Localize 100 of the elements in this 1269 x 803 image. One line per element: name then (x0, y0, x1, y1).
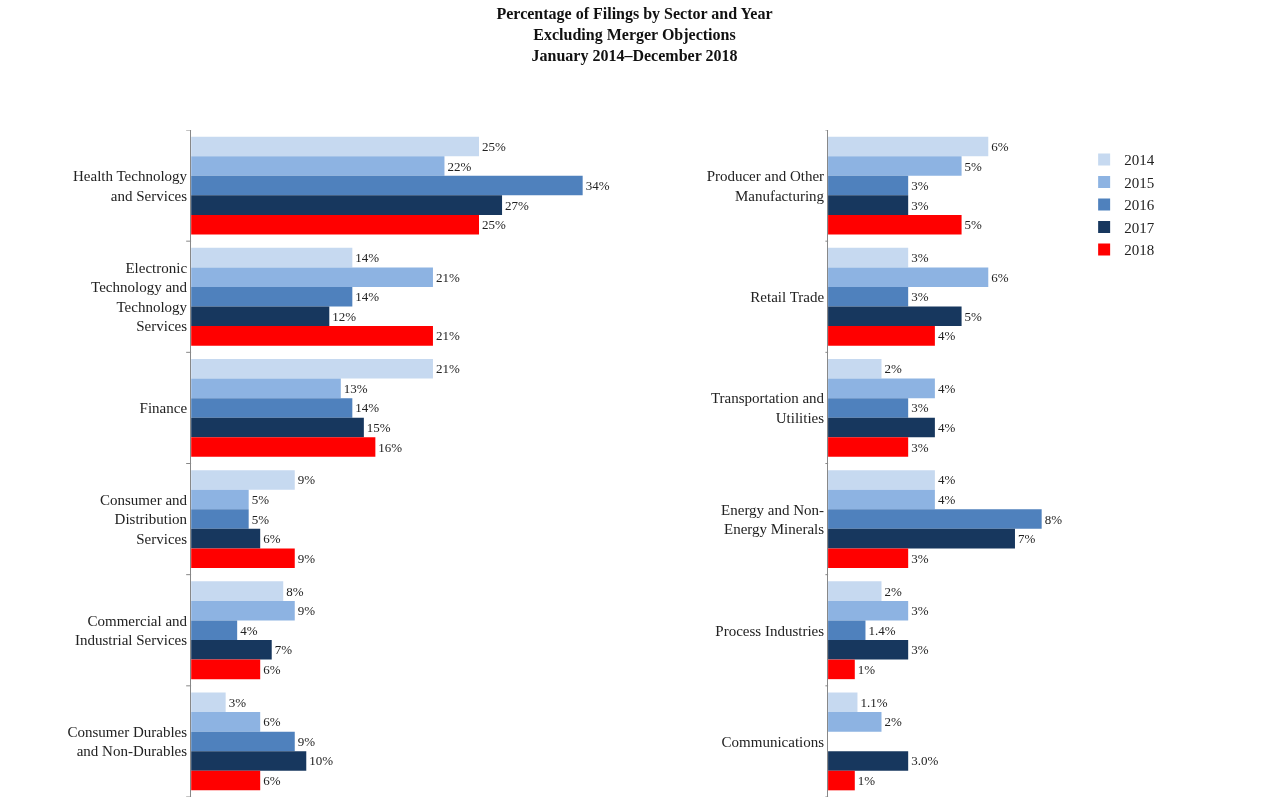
bar (828, 398, 909, 418)
y-tick-label: Energy and Non- Energy Minerals (721, 501, 825, 538)
bar (191, 528, 261, 549)
bar (191, 359, 433, 379)
data-label: 6% (991, 269, 1009, 285)
bar (828, 751, 909, 771)
bar (828, 136, 989, 157)
data-label: 9% (297, 603, 316, 619)
bar (191, 398, 353, 418)
data-label: 5% (251, 511, 270, 527)
bar (191, 326, 433, 346)
bar (191, 306, 330, 327)
bar (191, 731, 295, 752)
y-tick-label: Finance (139, 400, 188, 417)
bar (191, 175, 583, 196)
bar (191, 437, 376, 457)
bar (828, 195, 909, 215)
data-label: 1.1% (860, 694, 888, 710)
y-tick-label: Consumer Durables and Non-Durables (67, 723, 188, 760)
data-label: 6% (263, 531, 281, 547)
data-label: 3% (911, 289, 929, 305)
bar (828, 286, 909, 307)
data-label: 6% (263, 714, 281, 730)
bar (191, 156, 445, 176)
bar (191, 770, 261, 791)
data-label: 21% (435, 269, 460, 285)
bar (828, 175, 909, 196)
bar (828, 247, 909, 268)
data-label: 3% (911, 250, 929, 266)
data-label: 27% (505, 197, 530, 213)
bar (828, 640, 909, 660)
bar (191, 378, 341, 399)
bar (828, 489, 935, 510)
bar (828, 770, 855, 791)
data-label: 6% (263, 773, 281, 789)
data-label: 3.0% (911, 753, 939, 769)
data-label: 1% (857, 773, 876, 789)
data-label: 6% (263, 661, 281, 677)
data-label: 3% (911, 197, 929, 213)
legend-label: 2017 (1124, 219, 1155, 236)
bar (191, 214, 480, 235)
data-label: 9% (297, 733, 316, 749)
data-label: 3% (911, 603, 929, 619)
bar (191, 751, 307, 771)
y-tick-label: Process Industries (715, 622, 825, 639)
data-label: 5% (964, 158, 983, 174)
bar (191, 267, 433, 287)
bar (828, 712, 882, 732)
text: Percentage of Filings by Sector and Year Excluding Merger Objections January 2014–December 2018 (496, 5, 773, 65)
y-tick-label: Commercial and Industrial Services (75, 612, 188, 649)
data-label: 9% (297, 550, 316, 566)
data-label: 4% (937, 380, 956, 396)
data-label: 15% (366, 419, 391, 435)
data-label: 3% (911, 400, 929, 416)
data-label: 13% (343, 380, 368, 396)
y-tick-label: Health Technology and Services (73, 168, 188, 204)
y-tick-label: Consumer and Distribution Services (100, 491, 188, 547)
bar (828, 326, 935, 346)
legend-label: 2018 (1124, 242, 1155, 259)
data-label: 14% (355, 250, 380, 266)
bar (828, 509, 1042, 529)
bar (828, 378, 935, 399)
data-label: 1.4% (868, 622, 896, 638)
y-tick-label: Communications (721, 733, 825, 750)
bar (828, 214, 962, 235)
data-label: 12% (332, 308, 357, 324)
data-label: 5% (964, 308, 983, 324)
bar (828, 156, 962, 176)
bar (828, 548, 909, 568)
data-label: 3% (228, 694, 247, 710)
bar (828, 620, 866, 641)
y-tick-label: Electronic Technology and Technology Services (91, 259, 188, 335)
bar (191, 620, 238, 641)
bar (191, 247, 353, 268)
data-label: 5% (251, 492, 270, 508)
bar (191, 286, 353, 307)
data-label: 8% (286, 583, 304, 599)
bar (828, 267, 989, 287)
bar (191, 417, 364, 438)
data-label: 21% (435, 361, 460, 377)
bar (191, 600, 295, 621)
data-label: 3% (911, 439, 929, 455)
y-tick-label: Transportation and Utilities (710, 390, 825, 426)
bar (191, 470, 295, 490)
data-label: 2% (884, 714, 902, 730)
bar (828, 306, 962, 327)
legend-label: 2016 (1124, 197, 1155, 214)
y-tick-label: Retail Trade (750, 289, 825, 305)
data-label: 8% (1044, 511, 1063, 527)
data-label: 7% (1017, 531, 1036, 547)
bar (828, 692, 858, 713)
data-label: 4% (937, 492, 956, 508)
data-label: 4% (937, 328, 956, 344)
data-label: 2% (884, 583, 902, 599)
bar (828, 470, 935, 490)
bar (191, 195, 503, 215)
data-label: 21% (435, 328, 460, 344)
bar (828, 600, 909, 621)
data-label: 4% (240, 622, 258, 638)
bar (191, 640, 272, 660)
